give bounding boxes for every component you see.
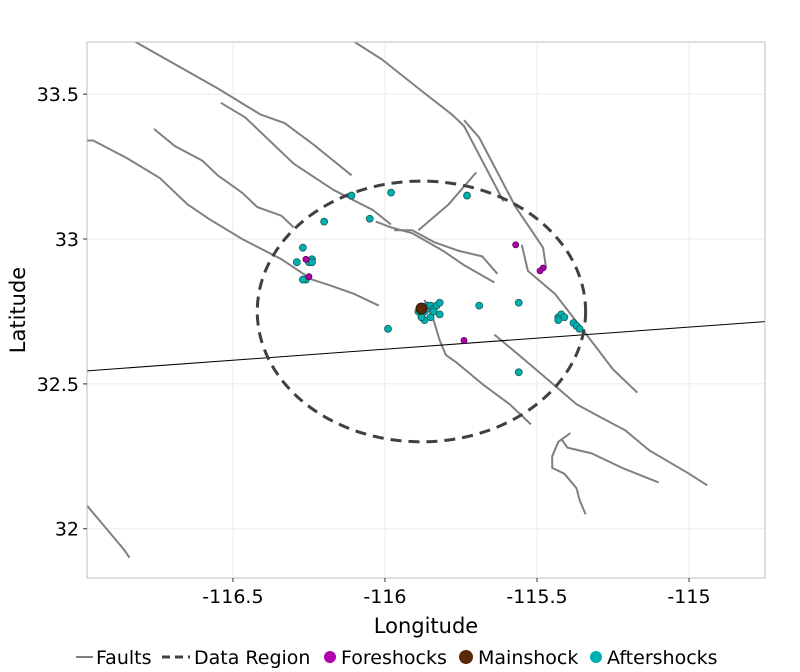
- aftershock-point-4: [463, 191, 471, 200]
- legend-foreshocks-key: [324, 651, 336, 663]
- fault-line-11: [493, 333, 708, 487]
- fault-line-4: [354, 41, 505, 202]
- x-axis-title: Longitude: [374, 614, 478, 638]
- aftershock-point-0: [347, 191, 356, 200]
- y-axis-title: Latitude: [6, 267, 30, 353]
- fault-line-8: [463, 119, 548, 269]
- fault-line-0: [135, 41, 353, 177]
- foreshock-point-2: [512, 241, 520, 249]
- data-region: [255, 179, 588, 444]
- x-tick-label-3: -115: [667, 586, 710, 608]
- fault-line-14: [86, 504, 131, 559]
- fault-line-2: [220, 101, 392, 226]
- legend-aftershocks-key: [590, 651, 602, 663]
- x-axis-ticks: -116.5 -116 -115.5 -115: [202, 578, 711, 608]
- fault-line-3: [87, 139, 380, 307]
- legend-item-data-region: Data Region: [162, 647, 310, 669]
- fault-line-12: [560, 438, 659, 484]
- aftershock-point-2: [365, 214, 374, 223]
- fault-line-10: [423, 299, 532, 426]
- border-line: [86, 321, 766, 372]
- y-tick-label-3: 33.5: [37, 84, 79, 106]
- aftershock-point-1: [387, 188, 395, 197]
- foreshock-point-5: [460, 337, 468, 344]
- fault-line-9: [520, 244, 638, 394]
- aftershock-point-3: [320, 217, 329, 226]
- aftershock-point-9: [292, 258, 301, 267]
- aftershock-point-13: [475, 301, 484, 310]
- legend: Faults Data Region Foreshocks Mainshock …: [76, 647, 718, 669]
- legend-mainshock-key: [459, 650, 473, 664]
- panel-border: [86, 41, 766, 579]
- x-tick-label-2: -115.5: [506, 586, 567, 608]
- legend-aftershocks-label: Aftershocks: [607, 647, 718, 669]
- earthquake-points: [292, 188, 584, 377]
- fault-line-6: [394, 229, 499, 275]
- legend-foreshocks-label: Foreshocks: [341, 647, 447, 669]
- legend-faults-label: Faults: [96, 647, 152, 669]
- legend-item-mainshock: Mainshock: [459, 647, 578, 669]
- aftershock-point-5: [298, 243, 307, 252]
- foreshock-point-0: [302, 255, 310, 263]
- fault-lines: [86, 41, 708, 559]
- aftershock-point-11: [298, 275, 307, 284]
- aftershock-point-36: [575, 324, 584, 333]
- aftershock-point-33: [560, 313, 569, 322]
- aftershock-point-14: [514, 298, 523, 307]
- foreshock-point-1: [305, 273, 313, 281]
- x-tick-label-0: -116.5: [202, 586, 263, 608]
- aftershock-point-27: [429, 307, 438, 316]
- legend-item-faults: Faults: [76, 647, 152, 669]
- y-tick-label-1: 32.5: [37, 374, 79, 396]
- x-tick-label-1: -116: [363, 586, 406, 608]
- aftershock-point-12: [384, 324, 392, 333]
- fault-line-1: [153, 128, 295, 229]
- y-axis-ticks: 32 32.5 33 33.5: [37, 84, 87, 541]
- fault-line-7: [417, 171, 477, 232]
- legend-item-foreshocks: Foreshocks: [324, 647, 447, 669]
- legend-mainshock-label: Mainshock: [478, 647, 578, 669]
- legend-region-label: Data Region: [194, 647, 310, 669]
- data-region-ellipse: [255, 179, 588, 444]
- aftershock-point-23: [435, 298, 444, 307]
- border-segment: [86, 321, 766, 372]
- y-tick-label-2: 33: [55, 229, 79, 251]
- legend-item-aftershocks: Aftershocks: [590, 647, 718, 669]
- mainshock-point: [415, 302, 428, 315]
- fault-line-13: [551, 432, 587, 515]
- foreshock-point-4: [536, 267, 544, 275]
- fault-line-5: [375, 220, 495, 284]
- aftershock-point-15: [514, 368, 523, 377]
- y-tick-label-0: 32: [55, 519, 79, 541]
- aftershock-point-8: [308, 258, 316, 267]
